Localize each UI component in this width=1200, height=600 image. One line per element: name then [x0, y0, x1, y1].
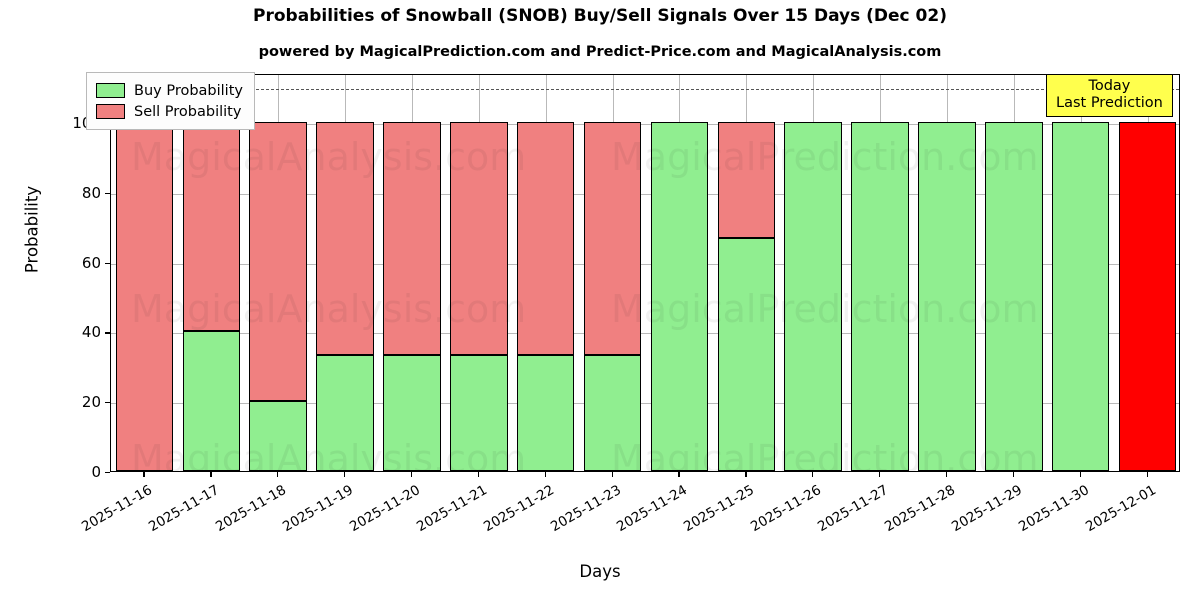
x-axis-tick-mark — [344, 472, 346, 477]
today-annotation-line1: Today — [1088, 78, 1131, 94]
bar-segment-buy[interactable] — [249, 401, 307, 471]
bar-group[interactable] — [717, 75, 776, 471]
bar-group[interactable] — [650, 75, 709, 471]
legend-item-buy: Buy Probability — [96, 80, 243, 101]
x-axis-tick-mark — [1079, 472, 1081, 477]
bar-segment-buy[interactable] — [1051, 121, 1110, 471]
bar-group[interactable] — [450, 75, 508, 471]
bar-group[interactable] — [182, 75, 241, 471]
today-annotation-line2: Last Prediction — [1056, 95, 1163, 112]
gridline-horizontal — [111, 403, 1179, 405]
y-axis-tick-mark — [105, 192, 110, 194]
y-axis-tick-mark — [105, 472, 110, 474]
bar-segment-buy[interactable] — [918, 121, 976, 471]
bar-group[interactable] — [918, 75, 976, 471]
x-axis-tick-mark — [678, 472, 680, 477]
bar-series — [111, 75, 1179, 471]
gridline-horizontal — [111, 193, 1179, 195]
chart-legend: Buy Probability Sell Probability — [86, 72, 255, 130]
bar-group[interactable] — [784, 75, 842, 471]
x-axis-tick-mark — [1146, 472, 1148, 477]
bar-segment-sell[interactable] — [583, 121, 642, 355]
y-axis-label: Probability — [22, 185, 42, 274]
bar-segment-buy[interactable] — [316, 354, 374, 471]
bar-segment-sell[interactable] — [717, 121, 776, 239]
y-axis-tick-label: 40 — [81, 323, 101, 342]
bar-segment-buy[interactable] — [650, 121, 709, 471]
gridline-horizontal — [111, 333, 1179, 335]
x-axis-tick-mark — [1012, 472, 1014, 477]
legend-label-sell: Sell Probability — [134, 103, 242, 120]
chart-subtitle: powered by MagicalPrediction.com and Pre… — [258, 44, 942, 60]
y-axis-tick-mark — [105, 262, 110, 264]
bar-segment-sell[interactable] — [115, 121, 174, 471]
x-axis-label: Days — [579, 562, 621, 581]
bar-segment-buy[interactable] — [851, 121, 909, 471]
bar-segment-buy[interactable] — [784, 121, 842, 471]
x-axis-tick-mark — [277, 472, 279, 477]
bar-group[interactable] — [851, 75, 909, 471]
legend-item-sell: Sell Probability — [96, 101, 243, 122]
bar-segment-buy[interactable] — [985, 121, 1043, 471]
bar-segment-sell[interactable] — [182, 121, 241, 332]
gridline-horizontal — [111, 123, 1179, 125]
bar-segment-sell[interactable] — [316, 121, 374, 355]
y-axis-tick-mark — [105, 332, 110, 334]
x-axis-tick-mark — [544, 472, 546, 477]
x-axis-tick-mark — [945, 472, 948, 477]
x-axis-tick-mark — [210, 472, 212, 477]
bar-group[interactable] — [1118, 75, 1177, 471]
bar-segment-buy[interactable] — [583, 354, 642, 471]
page-title: Probabilities of Snowball (SNOB) Buy/Sel… — [253, 6, 947, 26]
bar-group[interactable] — [985, 75, 1043, 471]
x-axis-tick-mark — [879, 472, 881, 477]
legend-swatch-sell — [96, 104, 125, 119]
bar-segment-sell[interactable] — [249, 121, 307, 402]
bar-segment-sell[interactable] — [516, 121, 575, 355]
bar-group[interactable] — [115, 75, 174, 471]
threshold-line — [111, 88, 1179, 90]
bar-segment-buy[interactable] — [717, 238, 776, 471]
bar-group[interactable] — [316, 75, 374, 471]
x-axis-tick-mark — [745, 472, 747, 477]
plot-area: MagicalAnalysis.comMagicalPrediction.com… — [110, 74, 1180, 472]
bar-segment-buy[interactable] — [516, 354, 575, 471]
bar-group[interactable] — [516, 75, 575, 471]
bar-group[interactable] — [249, 75, 307, 471]
x-axis-tick-mark — [812, 472, 814, 477]
bar-group[interactable] — [583, 75, 642, 471]
y-axis-tick-label: 80 — [81, 183, 101, 202]
bar-group[interactable] — [1051, 75, 1110, 471]
y-axis-tick-label: 20 — [81, 393, 101, 412]
gridline-horizontal — [111, 263, 1179, 265]
legend-swatch-buy — [96, 83, 125, 98]
bar-segment-buy[interactable] — [450, 354, 508, 471]
x-axis-tick-mark — [143, 472, 145, 477]
x-axis-tick-mark — [410, 472, 413, 477]
y-axis-tick-mark — [105, 402, 110, 404]
legend-label-buy: Buy Probability — [134, 82, 243, 99]
bar-segment-today[interactable] — [1118, 121, 1177, 471]
x-axis-tick-mark — [477, 472, 479, 477]
bar-segment-buy[interactable] — [182, 331, 241, 471]
today-annotation: Today Last Prediction — [1046, 74, 1173, 118]
y-axis-tick-label: 60 — [81, 253, 101, 272]
y-axis-tick-label: 0 — [91, 463, 101, 481]
x-axis-tick-mark — [611, 472, 613, 477]
bar-group[interactable] — [383, 75, 441, 471]
bar-segment-sell[interactable] — [383, 121, 441, 355]
bar-segment-sell[interactable] — [450, 121, 508, 355]
bar-segment-buy[interactable] — [383, 354, 441, 471]
